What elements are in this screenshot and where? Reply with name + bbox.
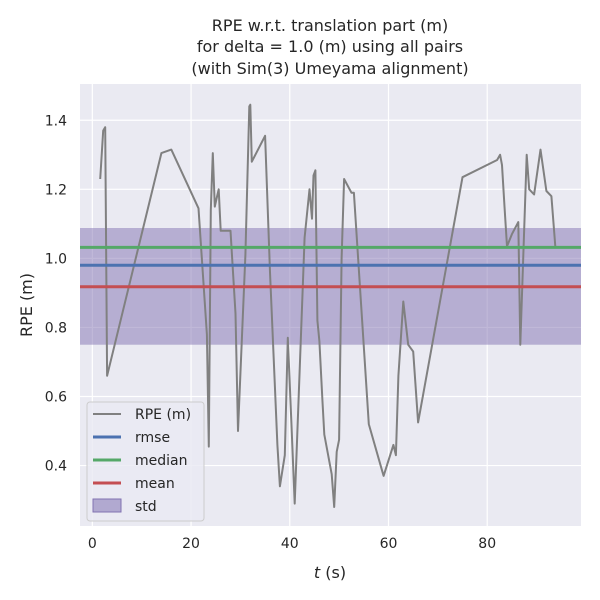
legend-item: std [92, 498, 157, 515]
title-line-1: RPE w.r.t. translation part (m) [212, 16, 448, 35]
x-tick-label: 0 [88, 536, 97, 552]
chart-title: RPE w.r.t. translation part (m) for delt… [191, 16, 468, 78]
y-tick-label: 0.6 [45, 390, 67, 406]
rpe-series-line [99, 103, 557, 508]
y-tick-label: 1.2 [45, 182, 67, 198]
legend-label: std [135, 499, 157, 515]
legend-item: rmse [93, 430, 170, 446]
legend-item: RPE (m) [93, 407, 191, 423]
x-axis-label-var: t [314, 563, 321, 582]
x-tick-label: 20 [182, 536, 200, 552]
legend-label: rmse [135, 430, 170, 446]
y-tick-label: 1.4 [45, 113, 67, 129]
tick-labels: 0 20 40 60 80 0.4 0.6 0.8 1.0 1.2 1.4 [45, 113, 496, 552]
legend-label: median [135, 453, 187, 469]
x-tick-label: 40 [281, 536, 299, 552]
legend-item: mean [93, 476, 175, 492]
y-tick-label: 0.8 [45, 320, 67, 336]
y-tick-label: 0.4 [45, 459, 67, 475]
title-line-3: (with Sim(3) Umeyama alignment) [191, 59, 468, 78]
x-tick-label: 60 [380, 536, 398, 552]
legend-swatch-std [92, 498, 122, 513]
x-axis-label: t (s) [314, 563, 346, 582]
legend-label: RPE (m) [135, 407, 191, 423]
title-line-2: for delta = 1.0 (m) using all pairs [197, 37, 463, 56]
legend-item: median [93, 453, 187, 469]
legend-box [86, 401, 205, 522]
y-axis-label: RPE (m) [17, 273, 36, 337]
y-tick-label: 1.0 [45, 251, 67, 267]
x-axis-label-unit: (s) [320, 563, 346, 582]
x-tick-label: 80 [478, 536, 496, 552]
chart-marks [80, 103, 581, 508]
legend: RPE (m) rmse median mean std [86, 401, 205, 522]
legend-label: mean [135, 476, 175, 492]
